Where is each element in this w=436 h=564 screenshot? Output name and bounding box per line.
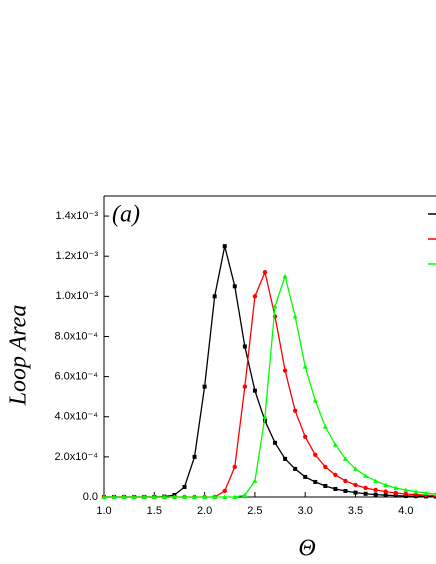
- point: [282, 368, 288, 373]
- point: [282, 273, 288, 279]
- x-tick-label: 2.0: [197, 505, 212, 517]
- y-tick-label: 1.4x10⁻³: [56, 210, 99, 222]
- x-tick-label: 2.5: [247, 505, 262, 517]
- x-tick-label: 1.5: [147, 505, 162, 517]
- point: [393, 485, 399, 490]
- point: [141, 494, 147, 499]
- point: [363, 491, 368, 496]
- point: [242, 384, 248, 389]
- point: [111, 494, 117, 499]
- x-tick-label: 3.5: [348, 505, 363, 517]
- point: [403, 487, 409, 492]
- point: [292, 408, 298, 413]
- point: [333, 486, 338, 491]
- point: [242, 492, 248, 497]
- point: [322, 424, 328, 429]
- point: [283, 456, 288, 461]
- point: [212, 494, 218, 499]
- point: [101, 494, 107, 499]
- y-tick-label: 1.0x10⁻³: [56, 290, 99, 302]
- point: [192, 494, 198, 499]
- point: [343, 478, 348, 484]
- point: [333, 472, 338, 478]
- x-tick-label: 1.0: [96, 505, 111, 517]
- point: [423, 490, 429, 495]
- point: [302, 364, 308, 369]
- point: [182, 484, 187, 489]
- point: [303, 434, 308, 439]
- series-line: [104, 273, 436, 498]
- point: [403, 491, 409, 497]
- point: [332, 442, 338, 447]
- point: [373, 478, 379, 483]
- point: [252, 478, 258, 483]
- point: [413, 489, 419, 494]
- point: [192, 454, 197, 459]
- point: [373, 492, 378, 497]
- y-tick-label: 2.0x10⁻⁴: [54, 451, 98, 463]
- y-tick-label: 1.2x10⁻³: [56, 250, 99, 262]
- point: [373, 487, 378, 493]
- point: [181, 494, 187, 499]
- annotation: (a): [112, 202, 140, 228]
- point: [222, 244, 227, 249]
- point: [343, 488, 348, 493]
- point: [313, 479, 318, 484]
- point: [342, 456, 348, 461]
- point: [363, 473, 369, 478]
- point: [353, 482, 358, 488]
- point: [171, 494, 177, 499]
- point: [161, 494, 167, 499]
- point: [293, 466, 298, 471]
- point: [313, 452, 318, 458]
- point: [353, 490, 358, 495]
- point: [292, 313, 298, 319]
- point: [312, 398, 318, 403]
- point: [202, 384, 207, 389]
- point: [151, 494, 157, 499]
- y-tick-label: 8.0x10⁻⁴: [54, 330, 98, 342]
- point: [393, 493, 398, 498]
- point: [273, 440, 278, 445]
- point: [232, 464, 237, 470]
- point: [383, 493, 388, 498]
- x-axis-label: Θ: [298, 536, 315, 562]
- point: [363, 485, 368, 491]
- point: [433, 491, 436, 496]
- point: [323, 464, 328, 470]
- point: [252, 294, 258, 299]
- point: [222, 488, 227, 494]
- point: [252, 388, 257, 393]
- point: [121, 494, 127, 499]
- y-tick-label: 6.0x10⁻⁴: [54, 371, 98, 383]
- series-line: [104, 246, 436, 498]
- y-axis-label: Loop Area: [6, 305, 32, 407]
- point: [303, 474, 308, 479]
- point: [383, 489, 388, 494]
- x-tick-label: 4.0: [398, 505, 413, 517]
- point: [393, 490, 398, 496]
- point: [353, 466, 359, 471]
- point: [262, 270, 268, 275]
- x-tick-label: 3.0: [298, 505, 313, 517]
- point: [232, 284, 237, 289]
- point: [242, 344, 247, 349]
- point: [222, 494, 228, 499]
- series-line: [104, 270, 436, 498]
- point: [232, 494, 238, 499]
- point: [212, 294, 217, 299]
- point: [323, 483, 328, 488]
- point: [262, 414, 268, 419]
- y-tick-label: 0.0: [83, 491, 98, 503]
- point: [131, 494, 137, 499]
- point: [272, 303, 278, 309]
- point: [383, 482, 389, 487]
- point: [202, 494, 208, 499]
- y-tick-label: 4.0x10⁻⁴: [54, 411, 98, 423]
